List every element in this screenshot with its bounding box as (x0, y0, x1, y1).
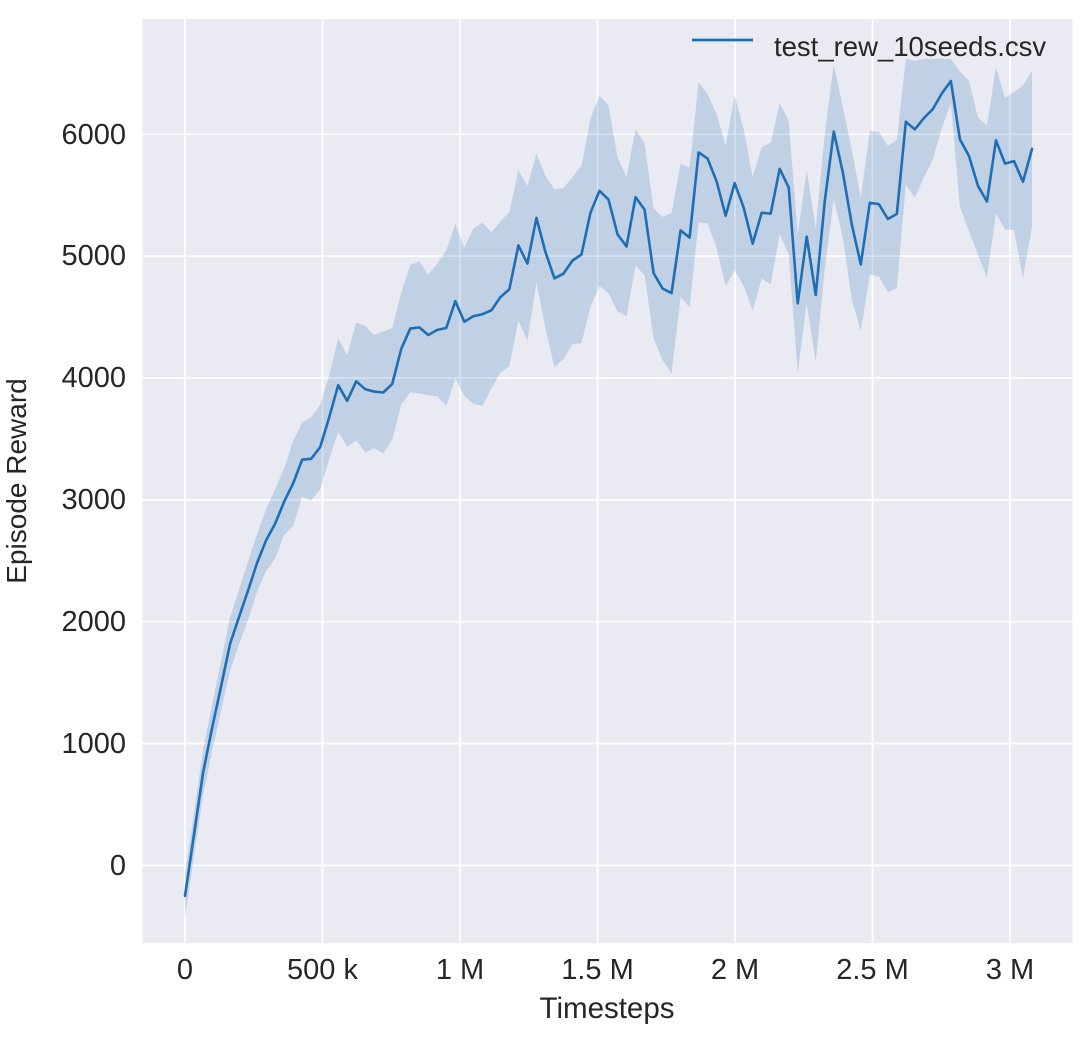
svg-text:Episode Reward: Episode Reward (1, 378, 32, 583)
svg-text:4000: 4000 (61, 362, 126, 394)
svg-text:500 k: 500 k (287, 954, 358, 986)
svg-text:0: 0 (177, 954, 193, 986)
svg-text:test_rew_10seeds.csv: test_rew_10seeds.csv (774, 31, 1046, 62)
svg-text:0: 0 (110, 850, 126, 882)
svg-text:3 M: 3 M (986, 954, 1034, 986)
svg-text:Timesteps: Timesteps (540, 992, 675, 1025)
svg-text:2 M: 2 M (711, 954, 759, 986)
svg-text:1000: 1000 (61, 728, 126, 760)
svg-text:1 M: 1 M (436, 954, 484, 986)
svg-text:6000: 6000 (61, 119, 126, 151)
svg-text:5000: 5000 (61, 240, 126, 272)
svg-text:1.5 M: 1.5 M (561, 954, 634, 986)
svg-text:3000: 3000 (61, 484, 126, 516)
svg-text:2000: 2000 (61, 606, 126, 638)
svg-text:2.5 M: 2.5 M (836, 954, 909, 986)
